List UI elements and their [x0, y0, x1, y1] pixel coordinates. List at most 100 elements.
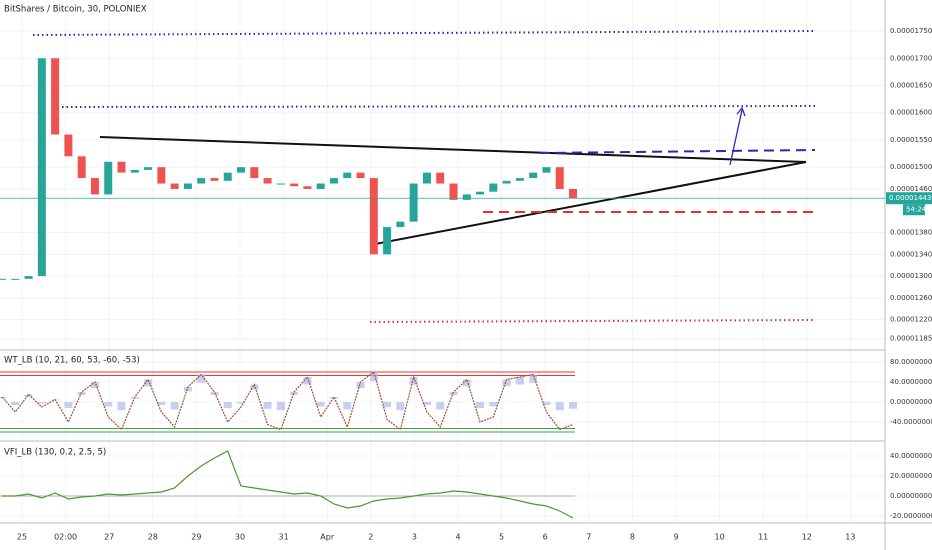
candle: [529, 172, 538, 179]
x-tick-label: 4: [455, 533, 460, 542]
wt-histogram: [316, 402, 325, 407]
wt-histogram: [223, 402, 232, 408]
x-tick-label: 29: [191, 533, 201, 542]
candle: [183, 183, 192, 189]
vfi-line: [2, 450, 574, 519]
candle: [383, 227, 392, 255]
wt-histogram: [515, 377, 524, 385]
x-tick-label: 27: [104, 533, 114, 542]
x-tick-label: 12: [802, 533, 812, 542]
candle: [422, 172, 431, 184]
x-tick-label: 10: [715, 533, 725, 542]
candle: [64, 134, 73, 157]
x-tick-label: Apr: [320, 533, 335, 542]
y-tick-label: 0.00001500: [890, 163, 932, 171]
candle: [144, 167, 153, 170]
candle: [436, 172, 445, 184]
y-tick-label: 0.00000000: [890, 492, 932, 500]
countdown: 54:24: [906, 206, 927, 214]
wt-histogram: [37, 402, 46, 404]
y-tick-label: 0.00001220: [890, 316, 932, 324]
y-tick-label: 0.00000000: [890, 398, 932, 406]
candle: [303, 186, 312, 189]
wt-histogram: [369, 372, 378, 381]
x-tick-label: 25: [17, 533, 27, 542]
candle: [104, 161, 113, 195]
x-tick-label: 9: [673, 533, 678, 542]
y-tick-label: 0.00001750: [890, 27, 932, 35]
wt-histogram: [502, 379, 511, 387]
wt-histogram: [237, 402, 246, 404]
dotted-level: [369, 319, 816, 323]
x-tick-label: 13: [845, 533, 855, 542]
y-tick-label: 0.00001260: [890, 294, 932, 302]
candle: [555, 167, 564, 189]
dotted-level: [32, 30, 816, 36]
wt-histogram: [263, 402, 272, 409]
x-tick-label: 28: [148, 533, 158, 542]
candle: [476, 191, 485, 195]
candle: [449, 183, 458, 200]
countdown-box: [903, 204, 925, 216]
y-tick-label: 20.00000000: [890, 472, 932, 480]
y-tick-label: -20.00000000: [890, 512, 932, 520]
trendline: [99, 136, 807, 163]
candle: [223, 172, 232, 181]
y-tick-label: 40.00000000: [890, 378, 932, 386]
trendline: [369, 161, 807, 246]
candle: [237, 167, 246, 173]
candle: [329, 178, 338, 184]
candle: [542, 167, 551, 173]
x-tick-label: 30: [235, 533, 245, 542]
wt-histogram: [197, 374, 206, 383]
candle: [170, 183, 179, 189]
candle: [250, 167, 259, 179]
candle: [0, 278, 6, 280]
x-tick-label: 5: [499, 533, 504, 542]
candle: [117, 161, 126, 173]
candle: [290, 183, 299, 187]
candle: [37, 58, 46, 277]
wt-histogram: [396, 402, 405, 411]
wt-histogram: [383, 402, 392, 408]
candle: [489, 183, 498, 192]
x-tick-label: 11: [758, 533, 768, 542]
wt-histogram: [290, 392, 299, 395]
y-tick-label: 0.00001380: [890, 229, 932, 237]
wt-histogram: [157, 402, 166, 405]
wt-histogram: [529, 374, 538, 383]
y-tick-label: -40.00000000: [890, 418, 932, 426]
price-label: 0.00001443: [889, 194, 931, 202]
wt-histogram: [276, 402, 285, 411]
dotted-level: [52, 105, 816, 108]
wt-histogram: [555, 402, 564, 411]
wt-histogram: [90, 382, 99, 388]
grid: [0, 0, 885, 523]
y-tick-label: 0.00001300: [890, 272, 932, 280]
wt-histogram: [356, 382, 365, 388]
wt-histogram: [462, 379, 471, 387]
candle: [90, 178, 99, 195]
wt-histogram: [343, 402, 352, 410]
candle: [276, 183, 285, 185]
wt-histogram: [24, 394, 33, 397]
wt-histogram: [104, 402, 113, 407]
wt-histogram: [210, 392, 219, 395]
candle: [130, 169, 139, 173]
arrow: [729, 109, 743, 166]
x-tick-label: 2: [368, 533, 373, 542]
candle: [157, 167, 166, 184]
x-tick-label: 6: [543, 533, 548, 542]
candle: [369, 178, 378, 255]
wt-histogram: [409, 377, 418, 385]
indicator-title: VFI_LB (130, 0.2, 2.5, 5): [4, 448, 106, 458]
wt-histogram: [183, 387, 192, 392]
indicator-title: WT_LB (10, 21, 60, 53, -60, -53): [4, 356, 140, 366]
wt-histogram: [476, 402, 485, 408]
wt-histogram: [11, 402, 20, 405]
candle: [197, 178, 206, 184]
y-tick-label: 0.00001340: [890, 250, 932, 258]
y-tick-label: 0.00001185: [890, 335, 932, 343]
y-tick-label: 0.00001650: [890, 82, 932, 90]
